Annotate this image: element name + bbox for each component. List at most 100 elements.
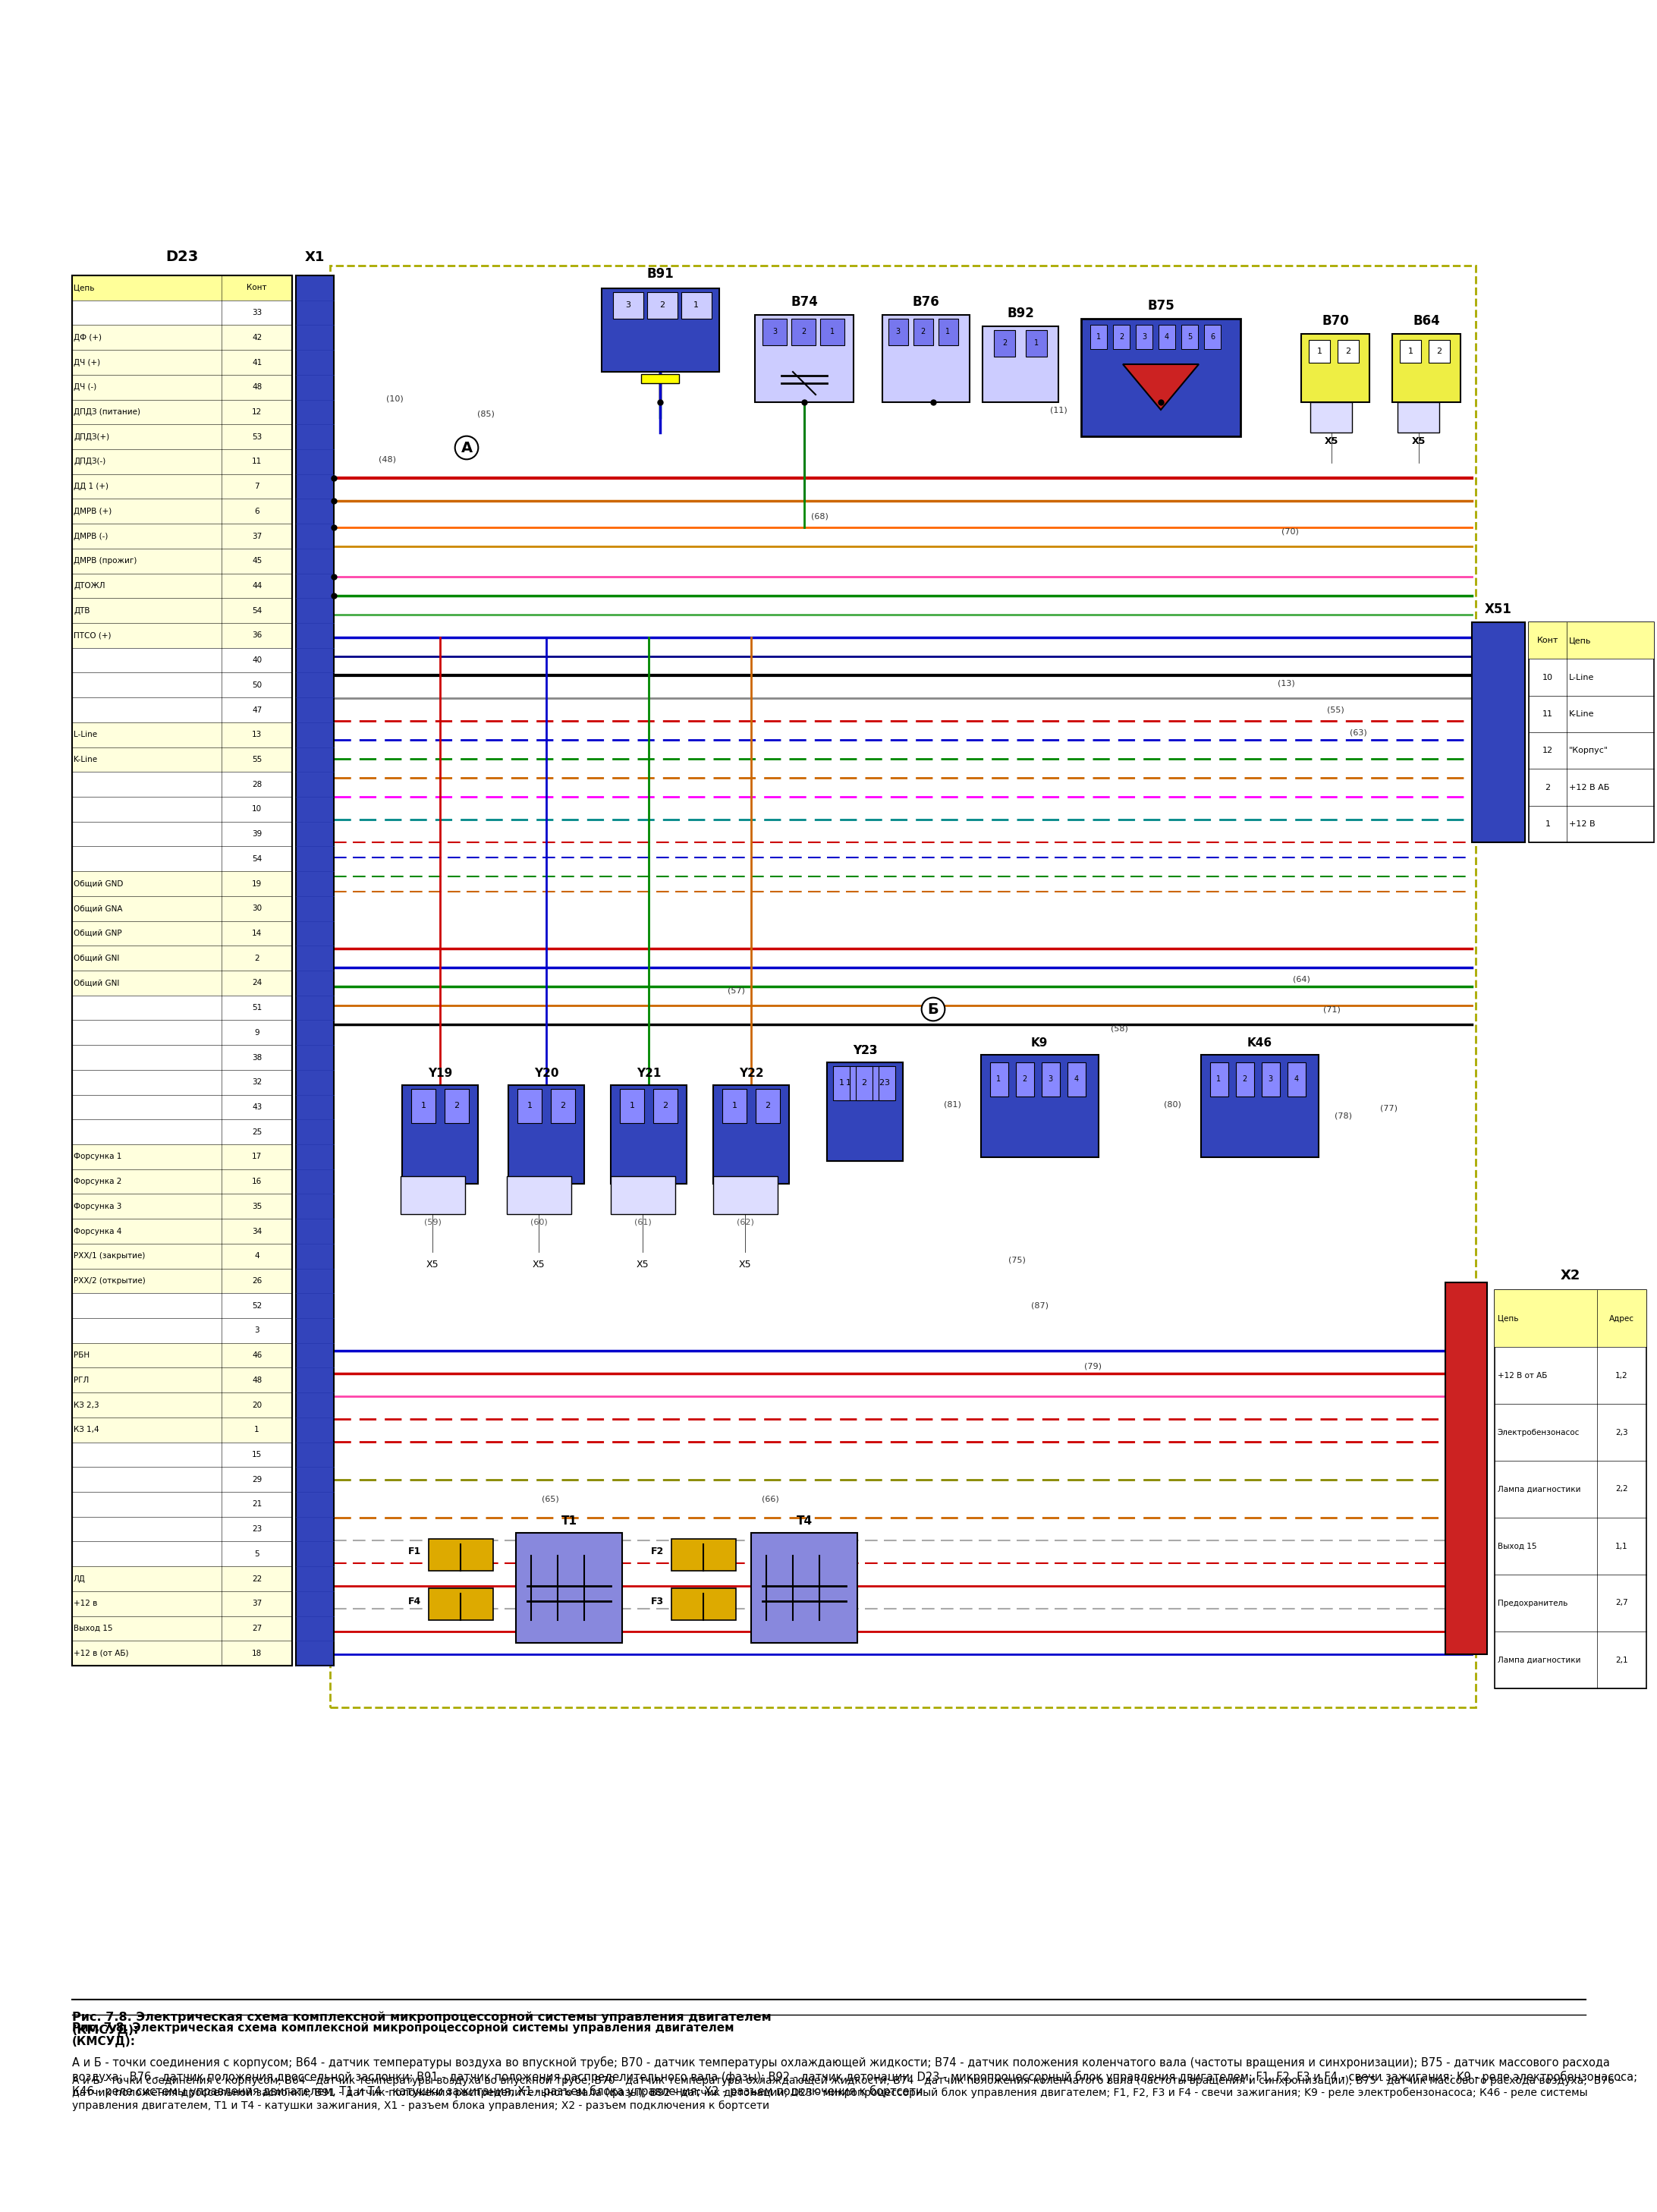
Bar [722,1088,747,1124]
Text: 47: 47 [252,706,262,714]
Bar [613,292,643,319]
Bar [71,597,292,624]
Bar [1080,319,1241,436]
Bar [71,1617,292,1641]
Bar [71,549,292,573]
Text: "Корпус": "Корпус" [1569,748,1609,754]
Bar [1397,403,1440,434]
Text: 2: 2 [766,1102,771,1110]
Bar [71,1418,292,1442]
Bar [515,1533,621,1644]
Text: B91: B91 [646,268,674,281]
Text: 30: 30 [252,905,262,911]
Bar [71,1641,292,1666]
Bar [71,748,292,772]
Text: Х2: Х2 [1561,1270,1581,1283]
Bar [71,425,292,449]
Text: B92: B92 [1007,307,1034,321]
Text: Адрес: Адрес [1609,1314,1634,1323]
Bar [1337,341,1359,363]
Text: (11): (11) [1051,407,1067,414]
Bar [1181,325,1198,349]
Text: Общий GND: Общий GND [73,880,123,887]
Text: F1: F1 [408,1546,421,1557]
Bar [411,1088,436,1124]
Bar [71,473,292,500]
Bar [1311,403,1352,434]
Text: Y21: Y21 [636,1068,661,1079]
Bar [989,1062,1007,1097]
Text: 1: 1 [421,1102,426,1110]
Text: 46: 46 [252,1352,262,1358]
Text: 2: 2 [1243,1075,1248,1084]
Bar [792,319,815,345]
Bar [1067,1062,1085,1097]
Text: А и Б - точки соединения с корпусом; В64 - датчик температуры воздуха во впускно: А и Б - точки соединения с корпусом; В64… [71,2057,1637,2097]
Text: (68): (68) [810,513,828,520]
Text: 19: 19 [252,880,262,887]
Bar [820,319,845,345]
Bar [1309,341,1331,363]
Bar [71,1243,292,1267]
Bar [297,276,333,1666]
Text: 6: 6 [1210,334,1215,341]
Text: 55: 55 [252,757,262,763]
Text: B75: B75 [1147,299,1175,312]
Text: X5: X5 [739,1259,751,1270]
Text: Предохранитель: Предохранитель [1498,1599,1568,1606]
Bar [517,1088,542,1124]
Bar [1236,1062,1254,1097]
Text: 1,1: 1,1 [1616,1542,1629,1551]
Bar [611,1086,686,1183]
Text: 2: 2 [1022,1075,1027,1084]
Bar [713,1086,789,1183]
Text: 2,7: 2,7 [1616,1599,1629,1606]
Text: 3: 3 [255,1327,260,1334]
Text: Общий GNI: Общий GNI [73,980,119,987]
Text: Электробензонасос: Электробензонасос [1498,1429,1579,1436]
Bar [1428,341,1450,363]
Bar [509,1086,585,1183]
Text: F3: F3 [651,1597,664,1606]
Text: 2,3: 2,3 [1616,1429,1629,1436]
Text: 1: 1 [1216,1075,1221,1084]
Bar [71,1219,292,1243]
Text: 1: 1 [630,1102,635,1110]
Bar [71,920,292,947]
Text: 3: 3 [885,1079,890,1086]
Text: 2,2: 2,2 [1616,1486,1629,1493]
Text: 39: 39 [252,830,262,838]
Text: 16: 16 [252,1177,262,1186]
Bar [1529,622,1654,659]
Bar [653,1088,678,1124]
Bar [71,374,292,400]
Bar [71,723,292,748]
Text: X5: X5 [636,1259,650,1270]
Text: 1: 1 [693,301,699,310]
Text: 50: 50 [252,681,262,688]
Text: B64: B64 [1413,314,1440,327]
Bar [855,1066,873,1099]
Bar [1016,1062,1034,1097]
Text: Выход 15: Выход 15 [73,1624,113,1632]
Text: 1: 1 [996,1075,1001,1084]
Text: РБН: РБН [73,1352,89,1358]
Text: +12 в: +12 в [73,1599,98,1608]
Text: X51: X51 [1485,602,1513,617]
Text: 48: 48 [252,1376,262,1385]
Text: А: А [461,440,472,456]
Text: (77): (77) [1380,1104,1397,1113]
Text: 1: 1 [1097,334,1100,341]
Text: 5: 5 [1188,334,1191,341]
Text: ДТОЖЛ: ДТОЖЛ [73,582,104,591]
Text: Рис. 7.8. Электрическая схема комплексной микропроцессорной системы управления д: Рис. 7.8. Электрическая схема комплексно… [71,2011,772,2035]
Text: 2: 2 [1345,347,1350,356]
Text: (60): (60) [530,1219,547,1225]
Text: 7: 7 [255,482,260,491]
Text: (59): (59) [424,1219,441,1225]
Bar [444,1088,469,1124]
Text: ЛД: ЛД [73,1575,86,1582]
Bar [870,1066,893,1099]
Text: 35: 35 [252,1203,262,1210]
Text: 5: 5 [255,1551,260,1557]
